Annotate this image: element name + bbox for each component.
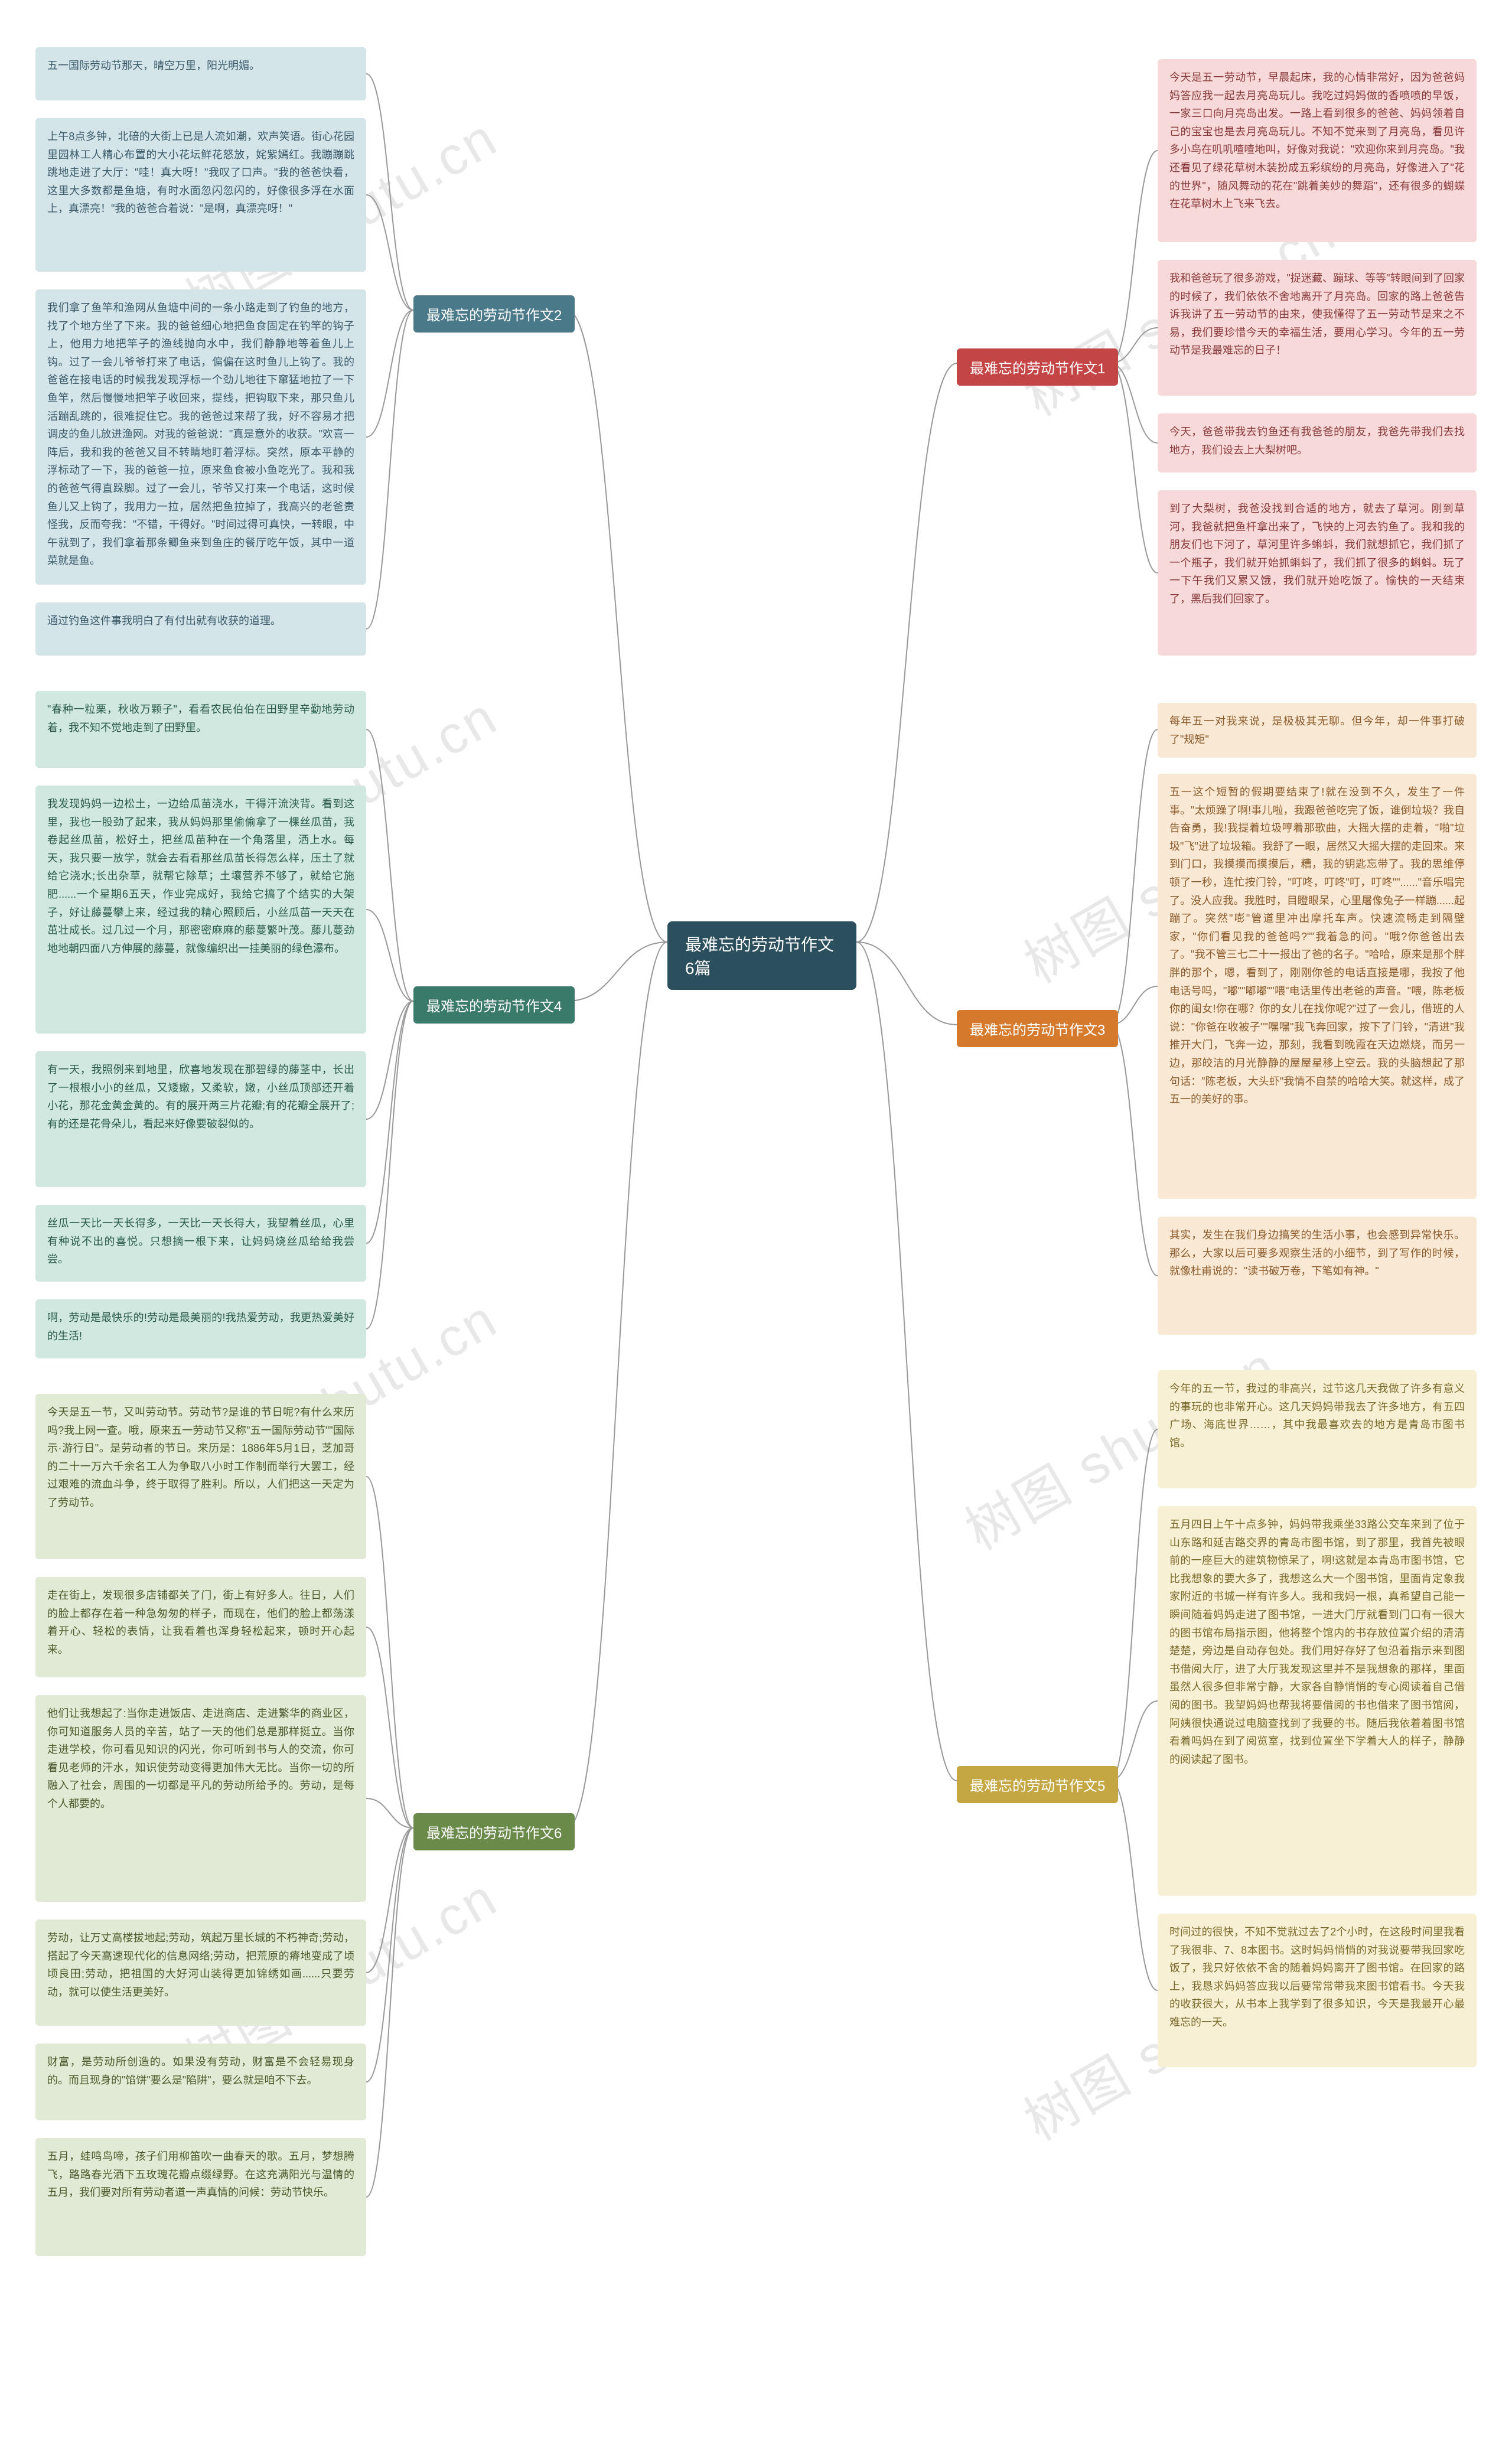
leaf-text: 我发现妈妈一边松土，一边给瓜苗浇水，干得汗流浃背。看到这里，我也一股劲了起来，我… [47, 798, 354, 954]
branch-node-b4[interactable]: 最难忘的劳动节作文4 [413, 986, 575, 1024]
branch-node-b5[interactable]: 最难忘的劳动节作文5 [957, 1766, 1118, 1803]
leaf-node[interactable]: 上午8点多钟，北碚的大街上已是人流如潮，欢声笑语。街心花园里园林工人精心布置的大… [35, 118, 366, 272]
leaf-node[interactable]: 今天是五一劳动节，早晨起床，我的心情非常好，因为爸爸妈妈答应我一起去月亮岛玩儿。… [1158, 59, 1477, 242]
leaf-text: "春种一粒栗，秋收万颗子"，看看农民伯伯在田野里辛勤地劳动着，我不知不觉地走到了… [47, 703, 354, 734]
leaf-node[interactable]: 五月四日上午十点多钟，妈妈带我乘坐33路公交车来到了位于山东路和延吉路交界的青岛… [1158, 1506, 1477, 1896]
leaf-node[interactable]: 今年的五一节，我过的非高兴，过节这几天我做了许多有意义的事玩的也非常开心。这几天… [1158, 1370, 1477, 1488]
branch-node-b6[interactable]: 最难忘的劳动节作文6 [413, 1813, 575, 1850]
leaf-node[interactable]: 每年五一对我来说，是极极其无聊。但今年，却一件事打破了"规矩" [1158, 703, 1477, 758]
leaf-node[interactable]: "春种一粒栗，秋收万颗子"，看看农民伯伯在田野里辛勤地劳动着，我不知不觉地走到了… [35, 691, 366, 768]
leaf-text: 每年五一对我来说，是极极其无聊。但今年，却一件事打破了"规矩" [1169, 715, 1465, 745]
leaf-text: 五月，蛙鸣鸟啼，孩子们用柳笛吹一曲春天的歌。五月，梦想腾飞，路路春光洒下五玫瑰花… [47, 2150, 354, 2198]
leaf-node[interactable]: 今天，爸爸带我去钓鱼还有我爸爸的朋友，我爸先带我们去找地方，我们设去上大梨树吧。 [1158, 413, 1477, 472]
branch-label: 最难忘的劳动节作文1 [970, 361, 1105, 377]
leaf-node[interactable]: 五一国际劳动节那天，晴空万里，阳光明媚。 [35, 47, 366, 100]
branch-node-b1[interactable]: 最难忘的劳动节作文1 [957, 348, 1118, 386]
leaf-node[interactable]: 五一这个短暂的假期要结束了!就在没到不久，发生了一件事。"太烦躁了啊!事儿啦，我… [1158, 774, 1477, 1199]
leaf-node[interactable]: 我和爸爸玩了很多游戏，"捉迷藏、蹦球、等等"转眼间到了回家的时候了，我们依依不舍… [1158, 260, 1477, 396]
center-node[interactable]: 最难忘的劳动节作文6篇 [667, 921, 856, 990]
leaf-text: 我和爸爸玩了很多游戏，"捉迷藏、蹦球、等等"转眼间到了回家的时候了，我们依依不舍… [1169, 272, 1465, 356]
leaf-node[interactable]: 到了大梨树，我爸没找到合适的地方，就去了草河。刚到草河，我爸就把鱼杆拿出来了，飞… [1158, 490, 1477, 656]
branch-node-b2[interactable]: 最难忘的劳动节作文2 [413, 295, 575, 333]
leaf-text: 财富，是劳动所创造的。如果没有劳动，财富是不会轻易现身的。而且现身的"馅饼"要么… [47, 2056, 354, 2086]
leaf-text: 上午8点多钟，北碚的大街上已是人流如潮，欢声笑语。街心花园里园林工人精心布置的大… [47, 131, 354, 214]
leaf-text: 通过钓鱼这件事我明白了有付出就有收获的道理。 [47, 615, 281, 627]
leaf-node[interactable]: 走在街上，发现很多店铺都关了门，街上有好多人。往日，人们的脸上都存在着一种急匆匆… [35, 1577, 366, 1677]
leaf-node[interactable]: 五月，蛙鸣鸟啼，孩子们用柳笛吹一曲春天的歌。五月，梦想腾飞，路路春光洒下五玫瑰花… [35, 2138, 366, 2256]
leaf-text: 有一天，我照例来到地里，欣喜地发现在那碧绿的藤茎中，长出了一根根小小的丝瓜，又矮… [47, 1064, 354, 1130]
leaf-node[interactable]: 我发现妈妈一边松土，一边给瓜苗浇水，干得汗流浃背。看到这里，我也一股劲了起来，我… [35, 786, 366, 1034]
leaf-node[interactable]: 有一天，我照例来到地里，欣喜地发现在那碧绿的藤茎中，长出了一根根小小的丝瓜，又矮… [35, 1051, 366, 1187]
leaf-text: 啊，劳动是最快乐的!劳动是最美丽的!我热爱劳动，我更热爱美好的生活! [47, 1312, 354, 1342]
leaf-text: 到了大梨树，我爸没找到合适的地方，就去了草河。刚到草河，我爸就把鱼杆拿出来了，飞… [1169, 503, 1465, 605]
leaf-text: 今天是五一节，又叫劳动节。劳动节?是谁的节日呢?有什么来历吗?我上网一查。哦，原… [47, 1406, 354, 1508]
leaf-text: 其实，发生在我们身边搞笑的生活小事，也会感到异常快乐。那么，大家以后可要多观察生… [1169, 1229, 1465, 1277]
leaf-text: 走在街上，发现很多店铺都关了门，街上有好多人。往日，人们的脸上都存在着一种急匆匆… [47, 1589, 354, 1655]
branch-label: 最难忘的劳动节作文4 [426, 999, 562, 1015]
leaf-text: 今天，爸爸带我去钓鱼还有我爸爸的朋友，我爸先带我们去找地方，我们设去上大梨树吧。 [1169, 426, 1465, 456]
center-label: 最难忘的劳动节作文6篇 [685, 936, 834, 977]
leaf-node[interactable]: 他们让我想起了:当你走进饭店、走进商店、走进繁华的商业区，你可知道服务人员的辛苦… [35, 1695, 366, 1902]
branch-label: 最难忘的劳动节作文2 [426, 308, 562, 324]
leaf-node[interactable]: 今天是五一节，又叫劳动节。劳动节?是谁的节日呢?有什么来历吗?我上网一查。哦，原… [35, 1394, 366, 1559]
leaf-text: 劳动，让万丈高楼拔地起;劳动，筑起万里长城的不朽神奇;劳动，搭起了今天高速现代化… [47, 1932, 354, 1998]
leaf-text: 五月四日上午十点多钟，妈妈带我乘坐33路公交车来到了位于山东路和延吉路交界的青岛… [1169, 1518, 1465, 1765]
leaf-node[interactable]: 劳动，让万丈高楼拔地起;劳动，筑起万里长城的不朽神奇;劳动，搭起了今天高速现代化… [35, 1919, 366, 2026]
leaf-text: 他们让我想起了:当你走进饭店、走进商店、走进繁华的商业区，你可知道服务人员的辛苦… [47, 1707, 354, 1810]
leaf-node[interactable]: 通过钓鱼这件事我明白了有付出就有收获的道理。 [35, 602, 366, 656]
leaf-text: 丝瓜一天比一天长得多，一天比一天长得大，我望着丝瓜，心里有种说不出的喜悦。只想摘… [47, 1217, 354, 1265]
leaf-node[interactable]: 丝瓜一天比一天长得多，一天比一天长得大，我望着丝瓜，心里有种说不出的喜悦。只想摘… [35, 1205, 366, 1282]
leaf-text: 今天是五一劳动节，早晨起床，我的心情非常好，因为爸爸妈妈答应我一起去月亮岛玩儿。… [1169, 71, 1465, 210]
leaf-text: 时间过的很快，不知不觉就过去了2个小时，在这段时间里我看了我很非、7、8本图书。… [1169, 1926, 1465, 2028]
branch-label: 最难忘的劳动节作文5 [970, 1778, 1105, 1794]
leaf-node[interactable]: 其实，发生在我们身边搞笑的生活小事，也会感到异常快乐。那么，大家以后可要多观察生… [1158, 1217, 1477, 1335]
leaf-text: 今年的五一节，我过的非高兴，过节这几天我做了许多有意义的事玩的也非常开心。这几天… [1169, 1383, 1465, 1449]
leaf-node[interactable]: 我们拿了鱼竿和渔网从鱼塘中间的一条小路走到了钓鱼的地方，找了个地方坐了下来。我的… [35, 289, 366, 585]
leaf-text: 五一国际劳动节那天，晴空万里，阳光明媚。 [47, 60, 260, 71]
leaf-node[interactable]: 啊，劳动是最快乐的!劳动是最美丽的!我热爱劳动，我更热爱美好的生活! [35, 1299, 366, 1358]
leaf-text: 五一这个短暂的假期要结束了!就在没到不久，发生了一件事。"太烦躁了啊!事儿啦，我… [1169, 786, 1465, 1105]
leaf-node[interactable]: 财富，是劳动所创造的。如果没有劳动，财富是不会轻易现身的。而且现身的"馅饼"要么… [35, 2044, 366, 2120]
leaf-text: 我们拿了鱼竿和渔网从鱼塘中间的一条小路走到了钓鱼的地方，找了个地方坐了下来。我的… [47, 302, 354, 566]
branch-node-b3[interactable]: 最难忘的劳动节作文3 [957, 1010, 1118, 1047]
branch-label: 最难忘的劳动节作文3 [970, 1022, 1105, 1038]
leaf-node[interactable]: 时间过的很快，不知不觉就过去了2个小时，在这段时间里我看了我很非、7、8本图书。… [1158, 1914, 1477, 2067]
branch-label: 最难忘的劳动节作文6 [426, 1826, 562, 1842]
